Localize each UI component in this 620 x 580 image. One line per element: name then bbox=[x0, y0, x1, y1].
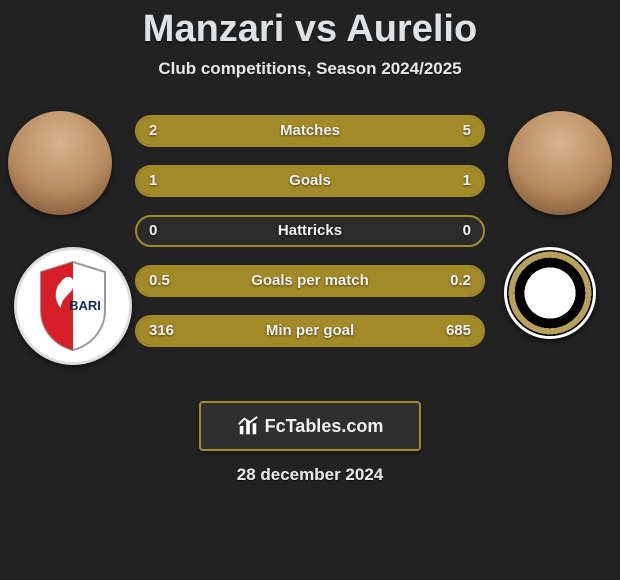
vs-label: vs bbox=[295, 8, 337, 50]
bari-crest-icon: BARI bbox=[37, 260, 109, 352]
comparison-subtitle: Club competitions, Season 2024/2025 bbox=[0, 59, 620, 79]
stat-label: Goals per match bbox=[137, 267, 483, 295]
stat-label: Hattricks bbox=[137, 217, 483, 245]
svg-text:BARI: BARI bbox=[69, 298, 101, 313]
player-right-name: Aurelio bbox=[346, 8, 477, 50]
stat-bar: 25Matches bbox=[135, 115, 485, 147]
stat-label: Matches bbox=[137, 117, 483, 145]
source-badge: FcTables.com bbox=[199, 401, 421, 451]
stat-bar: 316685Min per goal bbox=[135, 315, 485, 347]
source-label: FcTables.com bbox=[265, 416, 384, 437]
club-right-crest bbox=[504, 247, 596, 339]
club-left-crest: BARI bbox=[14, 247, 132, 365]
comparison-title: Manzari vs Aurelio bbox=[0, 8, 620, 51]
stat-label: Min per goal bbox=[137, 317, 483, 345]
player-left-avatar bbox=[8, 111, 112, 215]
stat-label: Goals bbox=[137, 167, 483, 195]
comparison-body: BARI 25Matches 11Goals 00Hattricks 0.50.2Go… bbox=[0, 111, 620, 371]
stat-bar: 0.50.2Goals per match bbox=[135, 265, 485, 297]
player-right-avatar bbox=[508, 111, 612, 215]
stat-bar: 11Goals bbox=[135, 165, 485, 197]
chart-icon bbox=[237, 415, 259, 437]
footer-date: 28 december 2024 bbox=[0, 465, 620, 485]
stats-bars: 25Matches 11Goals 00Hattricks 0.50.2Goals p… bbox=[135, 115, 485, 365]
player-left-name: Manzari bbox=[143, 8, 284, 50]
stat-bar: 00Hattricks bbox=[135, 215, 485, 247]
